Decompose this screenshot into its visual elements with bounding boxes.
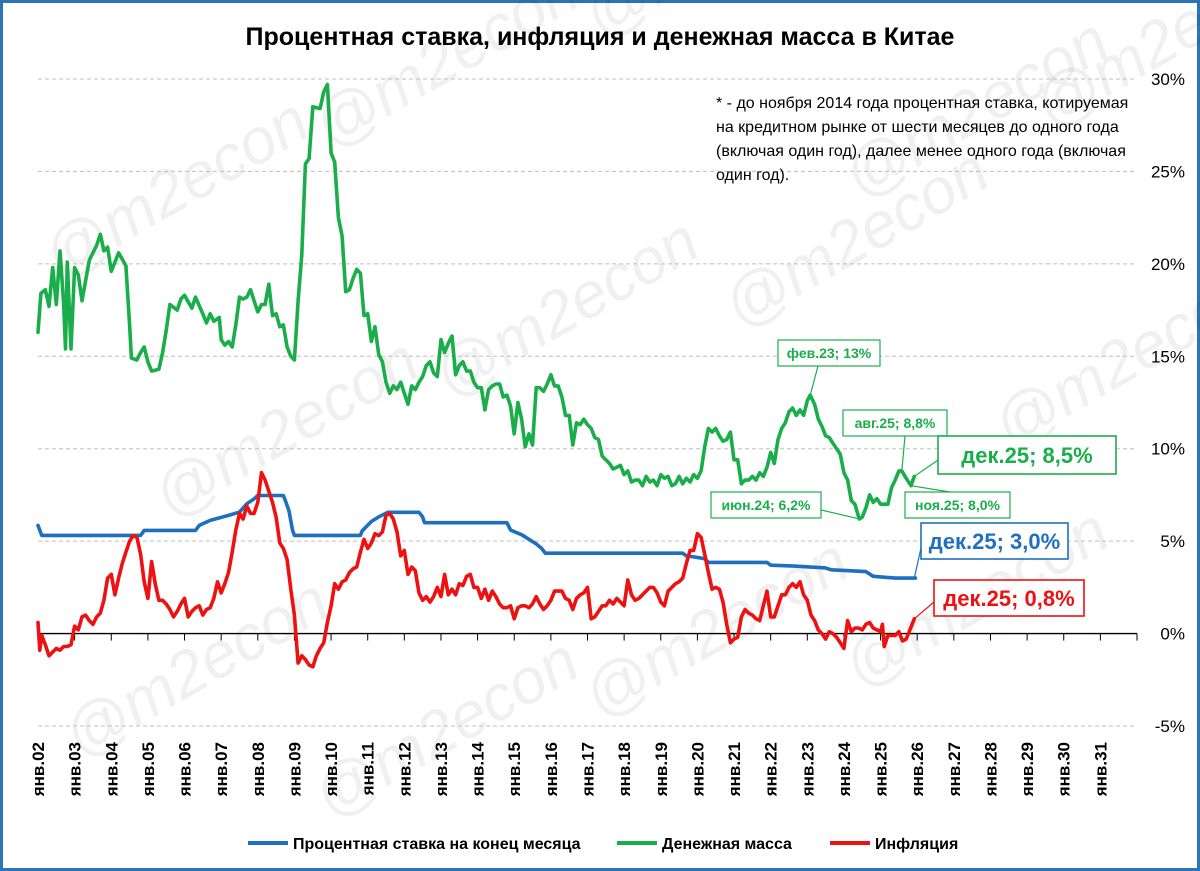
series-line-процентная-ставка-на-конец-месяца	[36, 493, 918, 580]
x-tick-label-2: янв.04	[102, 741, 121, 797]
annotations-layer: фев.23; 13% авг.25; 8,8% июн.24; 6,2% ноя.2…	[710, 339, 1117, 620]
chart-note: * - до ноября 2014 года процентная ставк…	[716, 95, 1128, 184]
watermark-6: @m2econ	[421, 203, 710, 412]
annotation-label-6: дек.25; 0,8%	[943, 586, 1074, 611]
x-tick-label-26: янв.28	[981, 742, 1000, 797]
series-layer	[36, 82, 918, 669]
x-tick-label-25: янв.27	[945, 742, 964, 797]
y-tick-3: 10%	[1151, 440, 1185, 459]
x-tick-label-19: янв.21	[725, 742, 744, 797]
y-tick-1: 0%	[1160, 625, 1185, 644]
watermark-0: @m2econ	[31, 83, 320, 292]
annotation-box-5	[920, 522, 1069, 560]
note-line-2: (включая один год), далее менее одного г…	[716, 143, 1126, 160]
annotation-label-2: июн.24; 6,2%	[722, 497, 811, 513]
annotation-4: дек.25; 8,5%	[913, 435, 1117, 477]
y-tick-6: 25%	[1151, 162, 1185, 181]
x-tick-label-10: янв.12	[395, 742, 414, 797]
y-axis-ticks: -5% 0% 5% 10% 15% 20% 25% 30%	[1151, 70, 1185, 736]
x-tick-label-13: янв.15	[505, 742, 524, 797]
x-tick-label-21: янв.23	[798, 742, 817, 797]
x-tick-label-29: янв.31	[1091, 742, 1110, 797]
x-tick-label-6: янв.08	[249, 742, 268, 797]
x-tick-label-22: янв.24	[835, 741, 854, 797]
x-tick-label-28: янв.30	[1055, 742, 1074, 797]
legend: Процентная ставка на конец месяца Денежна…	[248, 836, 958, 853]
watermark-10: @m2econ	[301, 623, 590, 832]
annotation-leader-3	[910, 485, 951, 493]
annotation-leader-5	[913, 547, 922, 579]
annotation-label-0: фев.23; 13%	[787, 345, 872, 361]
chart-title: Процентная ставка, инфляция и денежная м…	[246, 23, 955, 51]
x-tick-label-12: янв.14	[469, 741, 488, 797]
x-tick-label-15: янв.17	[579, 742, 598, 797]
annotation-leader-0	[809, 365, 819, 396]
note-line-3: один год).	[716, 167, 789, 184]
x-tick-label-27: янв.29	[1018, 742, 1037, 797]
annotation-leader-1	[901, 435, 906, 471]
annotation-box-0	[777, 339, 881, 367]
note-line-0: * - до ноября 2014 года процентная ставк…	[716, 95, 1128, 112]
annotation-5: дек.25; 3,0%	[913, 522, 1069, 579]
annotation-box-2	[710, 491, 822, 519]
x-tick-label-14: янв.16	[542, 742, 561, 797]
y-tick-2: 5%	[1160, 532, 1185, 551]
annotation-box-1	[842, 409, 948, 437]
y-tick-5: 20%	[1151, 255, 1185, 274]
x-tick-label-7: янв.09	[285, 742, 304, 797]
x-tick-label-8: янв.10	[322, 742, 341, 797]
annotation-1: авг.25; 8,8%	[842, 409, 948, 471]
x-axis: янв.02 янв.03 янв.04 янв.05 янв.06 янв.07 янв.…	[29, 632, 1138, 797]
x-tick-label-18: янв.20	[688, 742, 707, 797]
annotation-label-1: авг.25; 8,8%	[855, 415, 936, 431]
annotation-0: фев.23; 13%	[777, 339, 881, 396]
annotation-box-6	[933, 579, 1085, 617]
annotation-6: дек.25; 0,8%	[913, 579, 1085, 620]
watermark-9: @m2econ	[51, 563, 340, 772]
y-tick-0: -5%	[1155, 717, 1185, 736]
y-tick-7: 30%	[1151, 70, 1185, 89]
legend-label-процентная-ставка-на-конец-месяца: Процентная ставка на конец месяца	[293, 836, 581, 853]
x-tick-label-11: янв.13	[432, 742, 451, 797]
legend-label-инфляция: Инфляция	[875, 836, 958, 853]
series-line-денежная-масса	[36, 82, 917, 521]
x-tick-label-0: янв.02	[29, 742, 48, 797]
annotation-label-5: дек.25; 3,0%	[929, 529, 1060, 554]
x-tick-label-5: янв.07	[212, 742, 231, 797]
annotation-box-4	[937, 435, 1117, 475]
annotation-leader-4	[913, 459, 939, 477]
annotation-3: ноя.25; 8,0%	[904, 485, 1011, 519]
x-tick-label-24: янв.26	[908, 742, 927, 797]
annotation-2: июн.24; 6,2%	[710, 491, 860, 520]
x-tick-label-1: янв.03	[66, 742, 85, 797]
x-tick-label-16: янв.18	[615, 742, 634, 797]
x-tick-label-4: янв.06	[176, 742, 195, 797]
legend-label-денежная-масса: Денежная масса	[662, 836, 792, 853]
x-tick-label-20: янв.22	[762, 742, 781, 797]
annotation-label-4: дек.25; 8,5%	[961, 443, 1092, 468]
annotation-label-3: ноя.25; 8,0%	[915, 497, 1000, 513]
x-tick-label-17: янв.19	[652, 742, 671, 797]
annotation-leader-6	[913, 601, 935, 620]
annotation-box-3	[904, 491, 1011, 519]
x-tick-label-9: янв.11	[359, 742, 378, 796]
series-line-инфляция	[36, 470, 917, 669]
x-tick-label-3: янв.05	[139, 742, 158, 797]
y-tick-4: 15%	[1151, 347, 1185, 366]
x-tick-label-23: янв.25	[872, 742, 891, 797]
note-line-1: на кредитном рынке от шести месяцев до о…	[716, 119, 1119, 136]
